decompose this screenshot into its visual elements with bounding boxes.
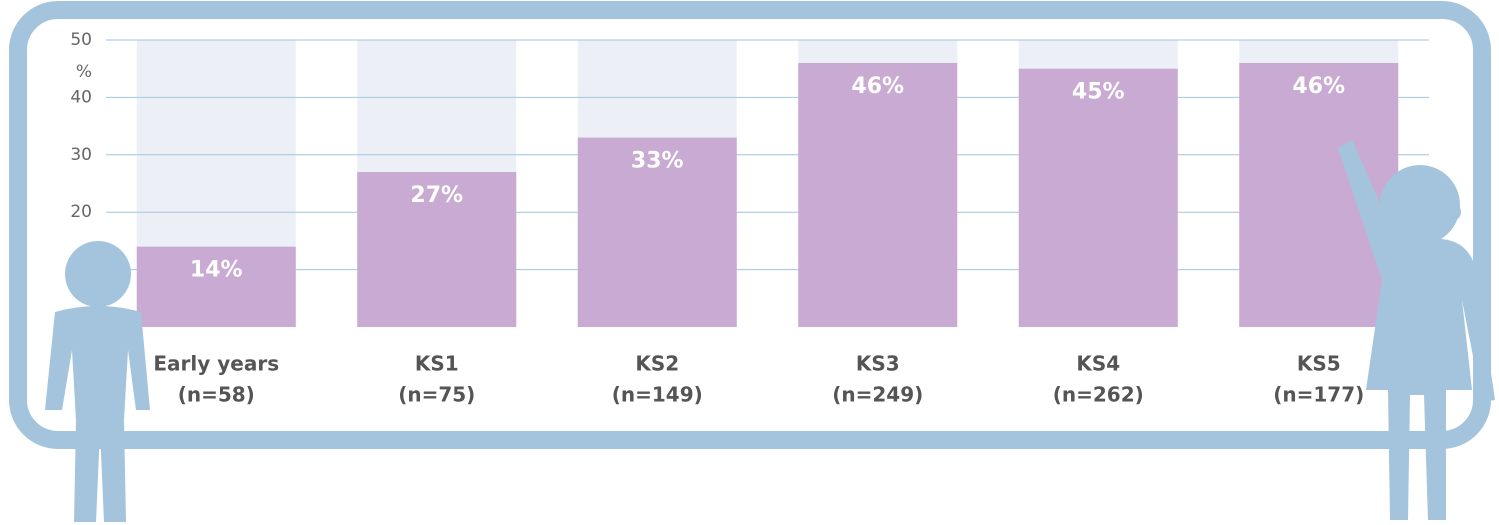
value-label: 46% (1292, 74, 1345, 99)
bar (798, 63, 957, 327)
bar (1019, 69, 1178, 327)
sample-size: (n=262) (1053, 383, 1144, 407)
x-tick-label: KS4 (1076, 352, 1120, 376)
x-tick-label: KS1 (415, 352, 459, 376)
y-unit: % (76, 62, 92, 82)
y-tick-label: 50 (70, 30, 92, 50)
x-tick-label: KS3 (856, 352, 900, 376)
x-tick-label: Early years (153, 352, 279, 376)
value-label: 33% (631, 149, 684, 174)
value-label: 14% (190, 258, 243, 283)
y-tick-label: 30 (70, 145, 92, 165)
sample-size: (n=249) (832, 383, 923, 407)
sample-size: (n=58) (178, 383, 255, 407)
y-tick-label: 20 (70, 202, 92, 222)
chart: 102030405014%Early years(n=58)27%KS1(n=7… (0, 0, 1499, 525)
y-tick-label: 40 (70, 87, 92, 107)
person-right (1338, 140, 1495, 520)
value-label: 27% (410, 183, 463, 208)
value-label: 46% (851, 74, 904, 99)
sample-size: (n=75) (398, 383, 475, 407)
sample-size: (n=177) (1273, 383, 1364, 407)
x-tick-label: KS5 (1297, 352, 1341, 376)
person-left (45, 241, 150, 522)
sample-size: (n=149) (612, 383, 703, 407)
plot: 102030405014%Early years(n=58)27%KS1(n=7… (70, 30, 1429, 407)
value-label: 45% (1072, 80, 1125, 105)
x-tick-label: KS2 (635, 352, 679, 376)
